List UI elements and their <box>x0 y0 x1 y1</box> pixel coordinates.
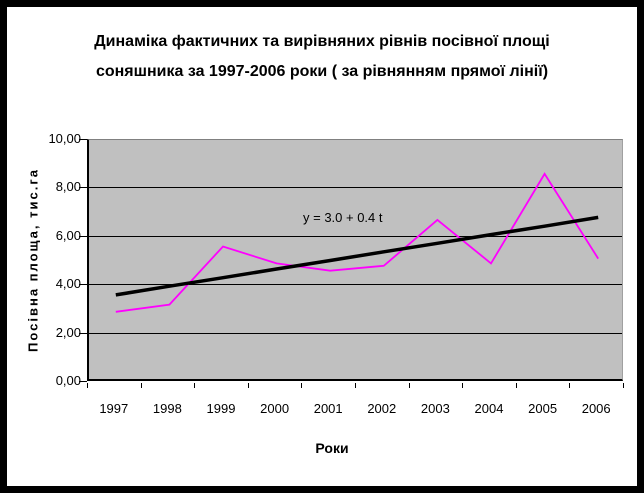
gridline <box>89 235 622 237</box>
x-tick-mark <box>247 383 249 388</box>
y-tick-mark <box>79 235 87 237</box>
x-tick-label: 2004 <box>474 401 504 416</box>
x-tick-label: 2001 <box>313 401 343 416</box>
x-tick-label: 1999 <box>206 401 236 416</box>
x-tick-mark <box>140 383 142 388</box>
chart-area: Динаміка фактичних та вирівняних рівнів … <box>7 7 637 486</box>
y-tick-label: 4,00 <box>55 276 81 292</box>
y-tick-mark <box>79 381 87 382</box>
x-tick-mark <box>408 383 410 388</box>
plot-area <box>87 139 623 381</box>
x-tick-mark <box>301 383 303 388</box>
y-tick-label: 6,00 <box>55 227 81 243</box>
gridline <box>89 187 622 189</box>
x-tick-label: 2002 <box>367 401 397 416</box>
x-tick-label: 2000 <box>260 401 290 416</box>
chart-title-line1: Динаміка фактичних та вирівняних рівнів … <box>94 33 550 50</box>
trend-equation-label: y = 3.0 + 0.4 t <box>303 210 383 225</box>
y-tick-label: 2,00 <box>55 324 81 340</box>
gridline <box>89 332 622 334</box>
trend-series-line <box>115 215 599 297</box>
x-tick-label: 2005 <box>528 401 558 416</box>
x-tick-mark <box>194 383 196 388</box>
x-tick-mark <box>462 383 464 388</box>
x-tick-label: 2006 <box>581 401 611 416</box>
x-tick-mark <box>623 383 624 388</box>
x-tick-mark <box>515 383 517 388</box>
y-tick-mark <box>79 332 87 334</box>
x-tick-mark <box>87 383 88 388</box>
x-tick-label: 2003 <box>420 401 450 416</box>
x-axis-title: Роки <box>315 440 349 456</box>
x-tick-label: 1998 <box>152 401 182 416</box>
y-tick-label: 8,00 <box>55 179 81 195</box>
x-tick-mark <box>569 383 571 388</box>
actual-series-line <box>115 172 599 313</box>
series-lines <box>115 172 599 313</box>
y-tick-label: 10,00 <box>48 131 81 146</box>
y-tick-mark <box>79 139 87 140</box>
chart-title-line2: соняшника за 1997-2006 роки ( за рівнянн… <box>95 63 549 80</box>
y-tick-mark <box>79 187 87 189</box>
y-tick-mark <box>79 284 87 286</box>
x-tick-mark <box>355 383 356 388</box>
x-tick-label: 1997 <box>99 401 129 416</box>
y-tick-label: 0,00 <box>55 373 81 388</box>
gridline <box>89 284 622 286</box>
chart-title: Динаміка фактичних та вирівняних рівнів … <box>7 27 637 87</box>
